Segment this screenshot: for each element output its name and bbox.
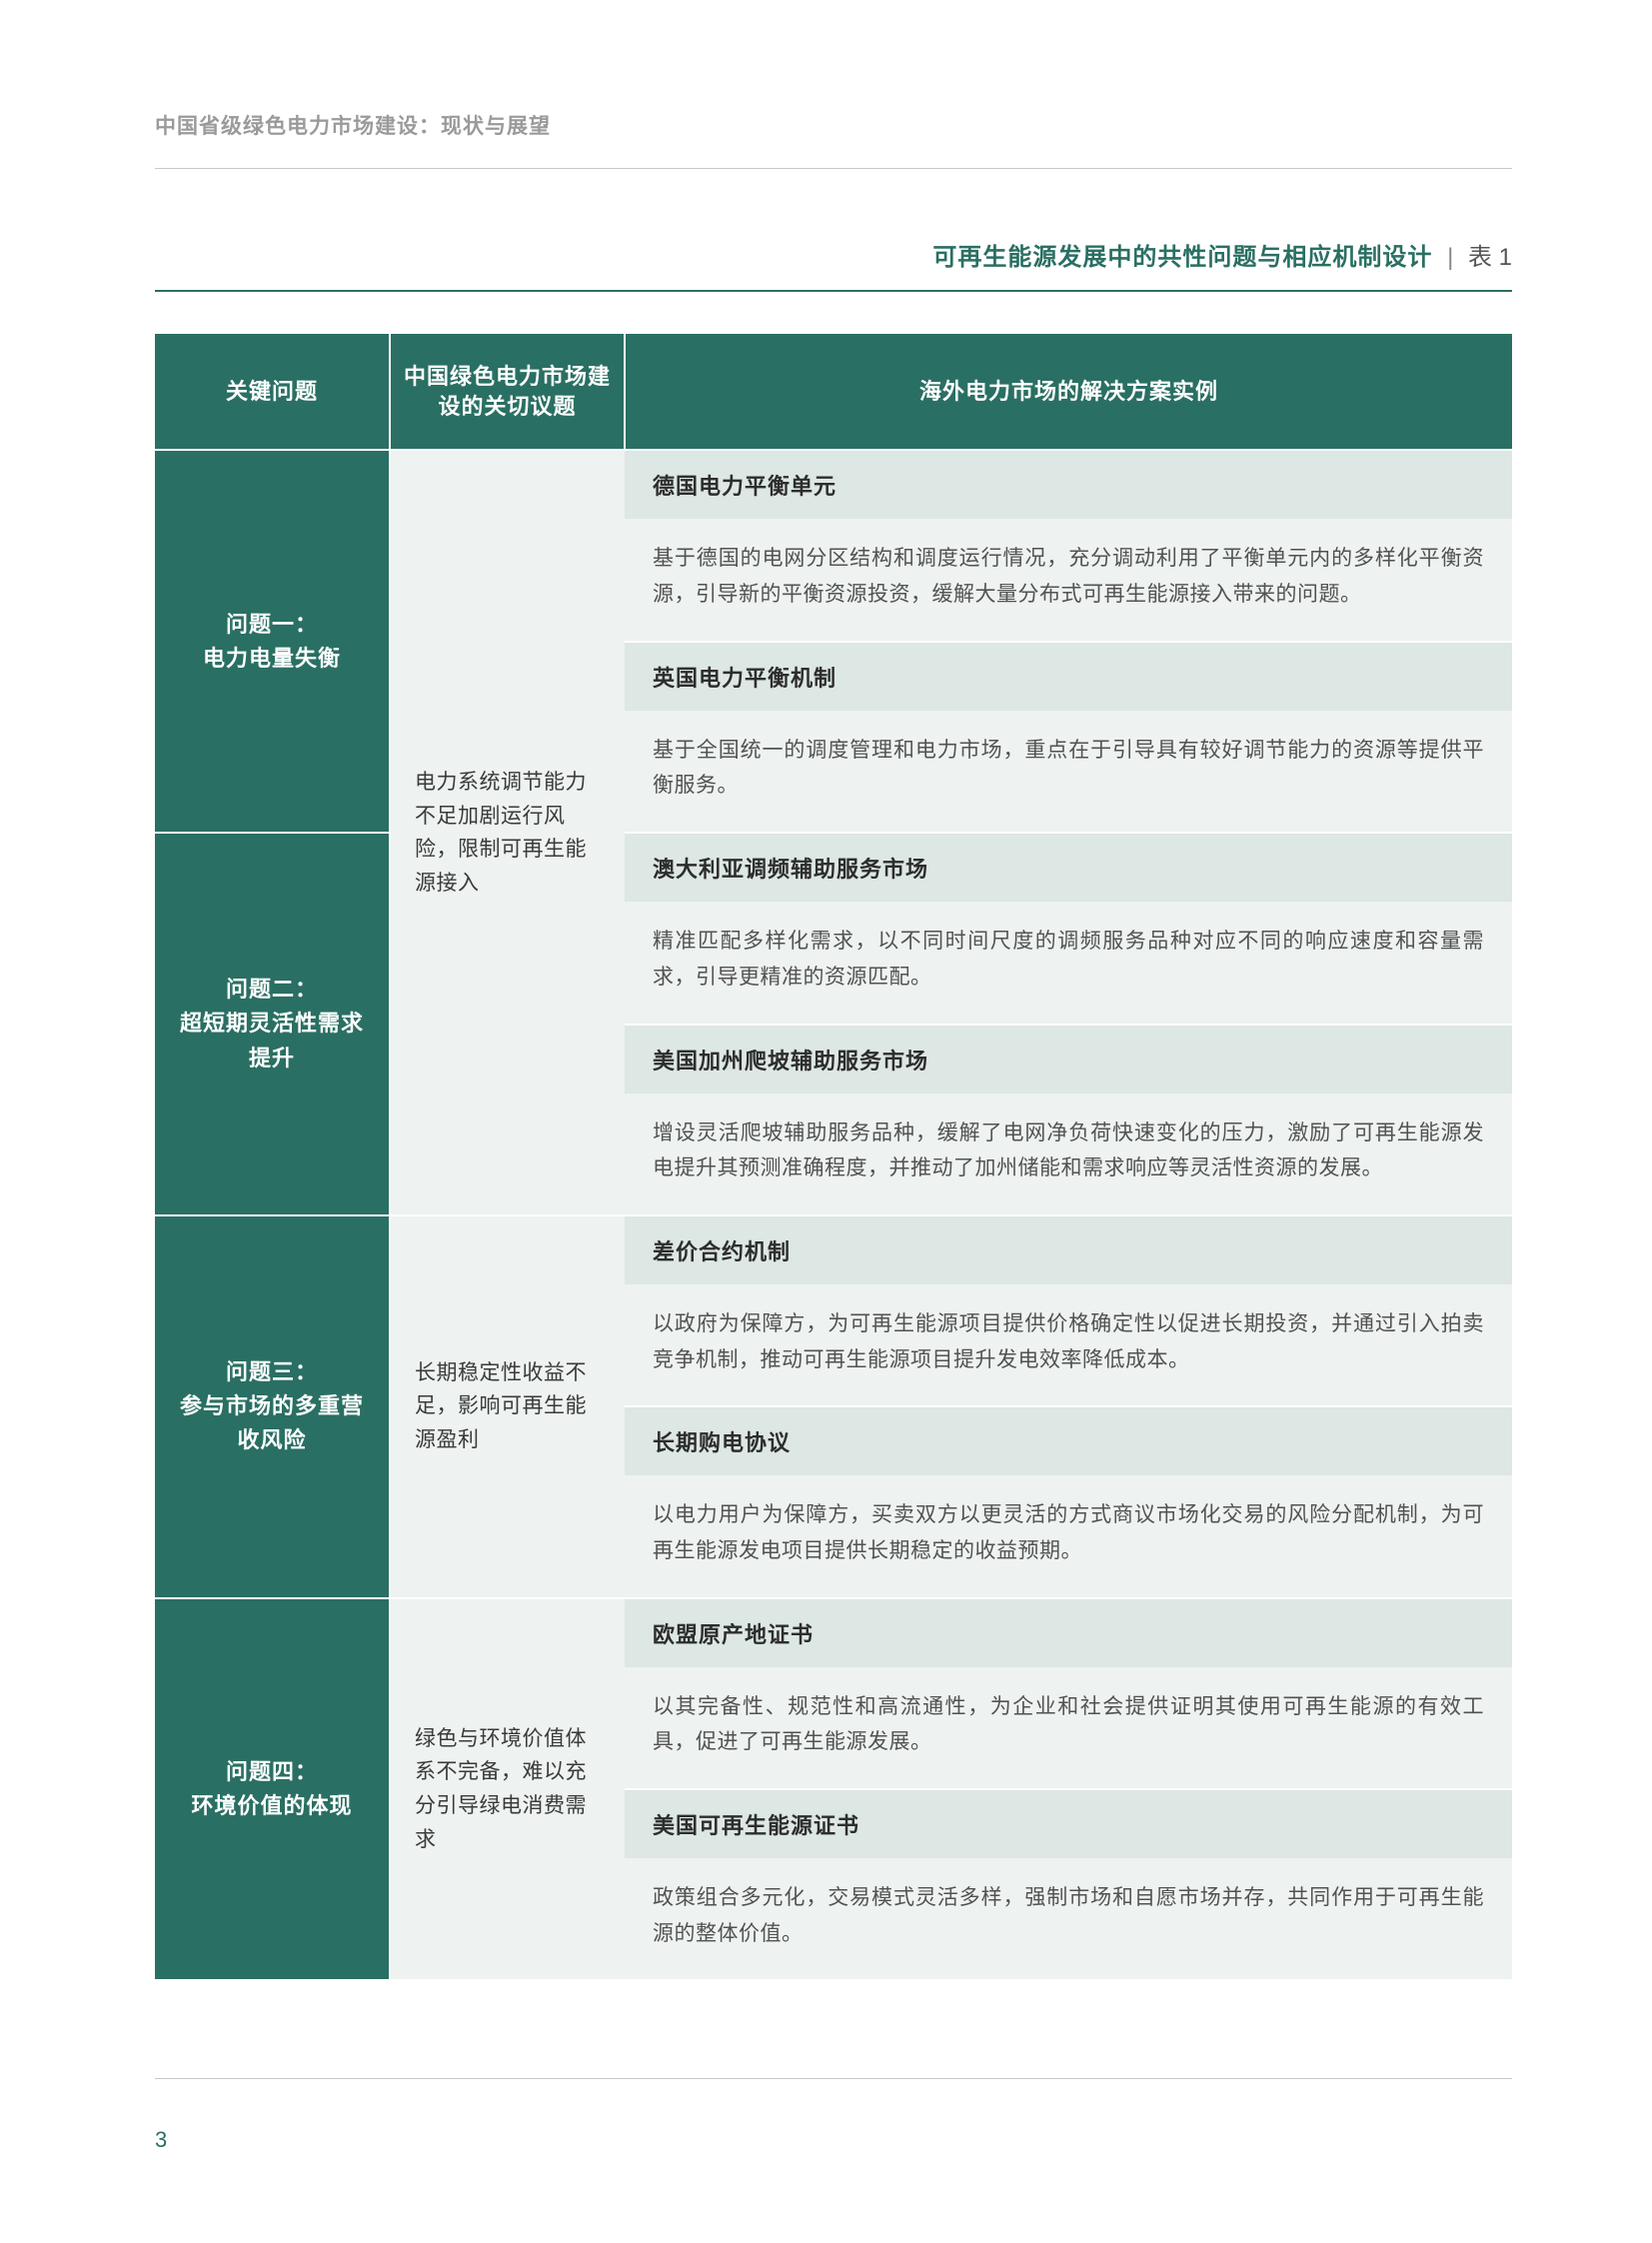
- issue-label: 问题四：: [171, 1755, 373, 1789]
- solution-heading: 德国电力平衡单元: [625, 450, 1512, 519]
- col-header-issue: 关键问题: [155, 334, 390, 450]
- solution-heading: 美国可再生能源证书: [625, 1789, 1512, 1858]
- solution-body: 增设灵活爬坡辅助服务品种，缓解了电网净负荷快速变化的压力，激励了可再生能源发电提…: [625, 1094, 1512, 1215]
- solution-heading: 差价合约机制: [625, 1215, 1512, 1284]
- issue-title: 参与市场的多重营收风险: [171, 1389, 373, 1457]
- solution-body: 基于德国的电网分区结构和调度运行情况，充分调动利用了平衡单元内的多样化平衡资源，…: [625, 519, 1512, 641]
- solution-body: 以电力用户为保障方，买卖双方以更灵活的方式商议市场化交易的风险分配机制，为可再生…: [625, 1475, 1512, 1597]
- solution-body: 以政府为保障方，为可再生能源项目提供价格确定性以促进长期投资，并通过引入拍卖竞争…: [625, 1284, 1512, 1406]
- issue-title: 超短期灵活性需求提升: [171, 1007, 373, 1075]
- table-title: 可再生能源发展中的共性问题与相应机制设计 | 表 1: [155, 237, 1512, 292]
- solution-body: 政策组合多元化，交易模式灵活多样，强制市场和自愿市场并存，共同作用于可再生能源的…: [625, 1858, 1512, 1979]
- solution-heading: 长期购电协议: [625, 1406, 1512, 1475]
- issue-title: 环境价值的体现: [171, 1789, 373, 1823]
- table-row: 问题一： 电力电量失衡 电力系统调节能力不足加剧运行风险，限制可再生能源接入 德…: [155, 450, 1512, 519]
- table-title-main: 可再生能源发展中的共性问题与相应机制设计: [932, 244, 1432, 271]
- concern-1-2: 电力系统调节能力不足加剧运行风险，限制可再生能源接入: [390, 450, 625, 1215]
- solution-body: 精准匹配多样化需求，以不同时间尺度的调频服务品种对应不同的响应速度和容量需求，引…: [625, 902, 1512, 1024]
- concern-3: 长期稳定性收益不足，影响可再生能源盈利: [390, 1215, 625, 1598]
- main-table: 关键问题 中国绿色电力市场建设的关切议题 海外电力市场的解决方案实例 问题一： …: [155, 334, 1512, 1979]
- table-number: 表 1: [1468, 244, 1512, 271]
- solution-heading: 澳大利亚调频辅助服务市场: [625, 833, 1512, 902]
- solution-heading: 美国加州爬坡辅助服务市场: [625, 1025, 1512, 1094]
- table-header-row: 关键问题 中国绿色电力市场建设的关切议题 海外电力市场的解决方案实例: [155, 334, 1512, 450]
- table-row: 问题二： 超短期灵活性需求提升 澳大利亚调频辅助服务市场: [155, 833, 1512, 902]
- issue-3: 问题三： 参与市场的多重营收风险: [155, 1215, 390, 1598]
- col-header-concern: 中国绿色电力市场建设的关切议题: [390, 334, 625, 450]
- concern-4: 绿色与环境价值体系不完备，难以充分引导绿电消费需求: [390, 1598, 625, 1980]
- solution-body: 基于全国统一的调度管理和电力市场，重点在于引导具有较好调节能力的资源等提供平衡服…: [625, 711, 1512, 833]
- footer: 3: [155, 2078, 1512, 2153]
- solution-body: 以其完备性、规范性和高流通性，为企业和社会提供证明其使用可再生能源的有效工具，促…: [625, 1667, 1512, 1789]
- issue-title: 电力电量失衡: [171, 642, 373, 676]
- issue-1: 问题一： 电力电量失衡: [155, 450, 390, 833]
- issue-2: 问题二： 超短期灵活性需求提升: [155, 833, 390, 1215]
- page-number: 3: [155, 2127, 1512, 2153]
- issue-label: 问题二：: [171, 973, 373, 1007]
- issue-4: 问题四： 环境价值的体现: [155, 1598, 390, 1980]
- col-header-solution: 海外电力市场的解决方案实例: [625, 334, 1512, 450]
- table-row: 问题四： 环境价值的体现 绿色与环境价值体系不完备，难以充分引导绿电消费需求 欧…: [155, 1598, 1512, 1667]
- document-header: 中国省级绿色电力市场建设：现状与展望: [155, 110, 1512, 169]
- issue-label: 问题三：: [171, 1355, 373, 1389]
- table-row: 问题三： 参与市场的多重营收风险 长期稳定性收益不足，影响可再生能源盈利 差价合…: [155, 1215, 1512, 1284]
- solution-heading: 英国电力平衡机制: [625, 642, 1512, 711]
- table-title-separator: |: [1447, 244, 1453, 271]
- footer-rule: [155, 2078, 1512, 2079]
- solution-heading: 欧盟原产地证书: [625, 1598, 1512, 1667]
- issue-label: 问题一：: [171, 608, 373, 642]
